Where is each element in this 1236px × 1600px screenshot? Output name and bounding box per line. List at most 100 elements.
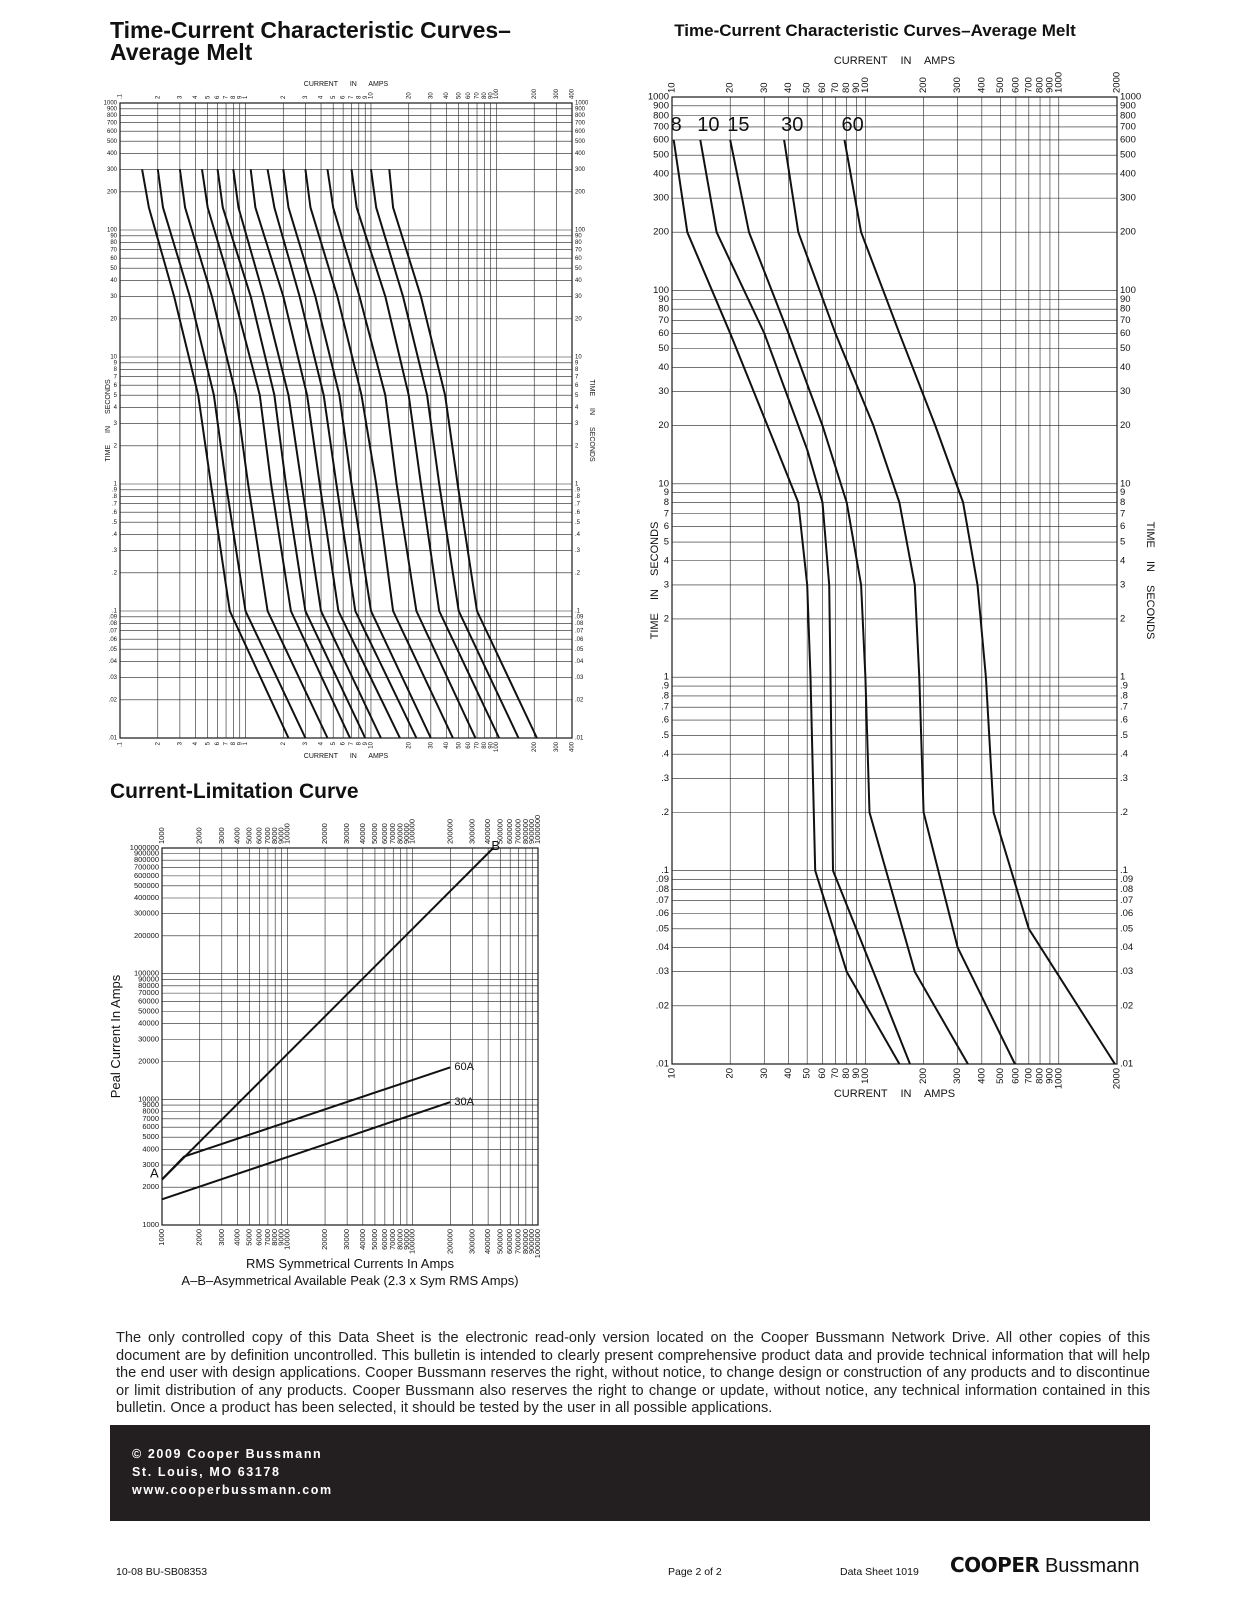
- y-tick-label: 80000: [138, 981, 159, 990]
- x-tick-label: 60: [817, 1068, 828, 1079]
- curve: [304, 169, 454, 739]
- y-tick-label: 400: [653, 168, 669, 179]
- y-tick-label: 8: [114, 367, 118, 373]
- y-tick-label: 30: [658, 386, 669, 397]
- y-tick-label: 700: [575, 120, 586, 126]
- y-tick-label: 80: [1120, 304, 1131, 315]
- x-tick-label: 100: [494, 741, 500, 752]
- curve: [141, 169, 290, 739]
- y-tick-label: .09: [109, 614, 118, 620]
- x-tick-label: 70000: [388, 823, 397, 844]
- y-tick-label: .8: [112, 494, 118, 500]
- y-tick-label: .05: [656, 923, 669, 934]
- y-tick-label: .9: [112, 487, 118, 493]
- y-tick-label: 6: [1120, 521, 1125, 532]
- x-tick-label: 7: [224, 95, 230, 99]
- x-tick-label: 900: [1044, 1068, 1055, 1084]
- y-tick-label: .09: [1120, 874, 1133, 885]
- y-tick-label: .4: [112, 532, 118, 538]
- curve: [388, 169, 538, 739]
- y-tick-label: .05: [1120, 923, 1133, 934]
- x-tick-label: 4: [193, 95, 199, 99]
- y-tick-label: .06: [109, 637, 118, 643]
- annotation: A: [150, 1166, 159, 1181]
- y-tick-label: 70: [110, 247, 117, 253]
- x-tick-label: 30: [759, 82, 770, 93]
- x-tick-label: 20000: [320, 823, 329, 844]
- x-tick-label: 10: [369, 741, 375, 748]
- y-tick-label: 7: [1120, 508, 1125, 519]
- x-tick-label: 300000: [467, 1229, 476, 1254]
- y-tick-label: 7: [114, 374, 118, 380]
- x-tick-label: 3: [303, 741, 309, 745]
- x-tick-label: 500: [995, 77, 1006, 93]
- x-tick-label: 300: [554, 88, 560, 99]
- y-tick-label: .4: [661, 749, 669, 760]
- x-tick-label: 50: [456, 92, 462, 99]
- x-tick-label: 500: [995, 1068, 1006, 1084]
- annotation: B: [491, 838, 500, 853]
- footer-band: © 2009 Cooper Bussmann St. Louis, MO 631…: [110, 1425, 1150, 1521]
- y-tick-label: 6000: [142, 1122, 159, 1131]
- y-tick-label: 60: [1120, 328, 1131, 339]
- y-tick-label: 800: [107, 113, 118, 119]
- y-tick-label: 4000: [142, 1144, 159, 1153]
- plot-frame: [671, 96, 1118, 1065]
- y-tick-label: 1: [664, 672, 669, 683]
- curve: [156, 169, 307, 739]
- x-tick-label: 80: [841, 1068, 852, 1079]
- x-tick-label: 6: [341, 95, 347, 99]
- x-tick-label: 2: [281, 741, 287, 745]
- y-tick-label: 100000: [134, 969, 159, 978]
- x-tick-label: 60: [466, 741, 472, 748]
- y-tick-label: 400: [575, 151, 586, 157]
- website: www.cooperbussmann.com: [132, 1483, 333, 1497]
- y-tick-label: 20000: [138, 1056, 159, 1065]
- y-tick-label: 8000: [142, 1106, 159, 1115]
- y-tick-label: 20: [658, 420, 669, 431]
- y-tick-label: 10000: [138, 1094, 159, 1103]
- x-tick-label: 200: [532, 741, 538, 752]
- y-tick-label: 8: [664, 497, 669, 508]
- plot-frame: [161, 847, 539, 1226]
- y-tick-label: 50: [575, 266, 582, 272]
- x-tick-label: 200: [532, 88, 538, 99]
- page-number: Page 2 of 2: [668, 1566, 722, 1578]
- x-tick-label: 9: [237, 95, 243, 99]
- y-tick-label: 200: [1120, 227, 1136, 238]
- y-tick-label: 70: [1120, 315, 1131, 326]
- x-tick-label: 40: [444, 92, 450, 99]
- y-tick-label: 9000: [142, 1100, 159, 1109]
- x-tick-label: 8: [231, 741, 237, 745]
- y-tick-label: 10: [658, 478, 669, 489]
- brand: COOPER Bussmann: [950, 1553, 1139, 1578]
- x-tick-label: 10: [667, 1068, 678, 1079]
- x-tick-label: 8: [356, 741, 362, 745]
- curve: [699, 139, 911, 1065]
- y-tick-label: 1000: [575, 101, 589, 107]
- y-tick-label: 5: [114, 393, 118, 399]
- x-tick-label: 100: [494, 88, 500, 99]
- brand-sub: Bussmann: [1044, 1555, 1140, 1577]
- y-tick-label: .4: [1120, 749, 1128, 760]
- y-tick-label: 200: [107, 189, 118, 195]
- y-tick-label: 2000: [142, 1182, 159, 1191]
- series-label: 8: [671, 114, 682, 136]
- y-tick-label: .07: [109, 628, 118, 634]
- y-tick-label: 700: [107, 120, 118, 126]
- y-tick-label: 1000: [1120, 92, 1141, 103]
- y-tick-label: 3: [664, 579, 669, 590]
- y-tick-label: 5: [664, 537, 669, 548]
- x-tick-label: 20000: [320, 1229, 329, 1250]
- x-tick-label: 500000: [495, 819, 504, 844]
- y-tick-label: .03: [656, 966, 669, 977]
- y-tick-label: 30: [575, 294, 582, 300]
- x-tick-label: .1: [118, 93, 124, 99]
- chart-title: Current-Limitation Curve: [110, 780, 359, 803]
- curve: [232, 169, 382, 739]
- y-tick-label: 200: [653, 227, 669, 238]
- y-tick-label: .04: [109, 659, 118, 665]
- x-axis-label: CURRENT IN AMPS: [834, 1088, 955, 1100]
- y-tick-label: 1000: [142, 1220, 159, 1229]
- x-tick-label: 5: [205, 741, 211, 745]
